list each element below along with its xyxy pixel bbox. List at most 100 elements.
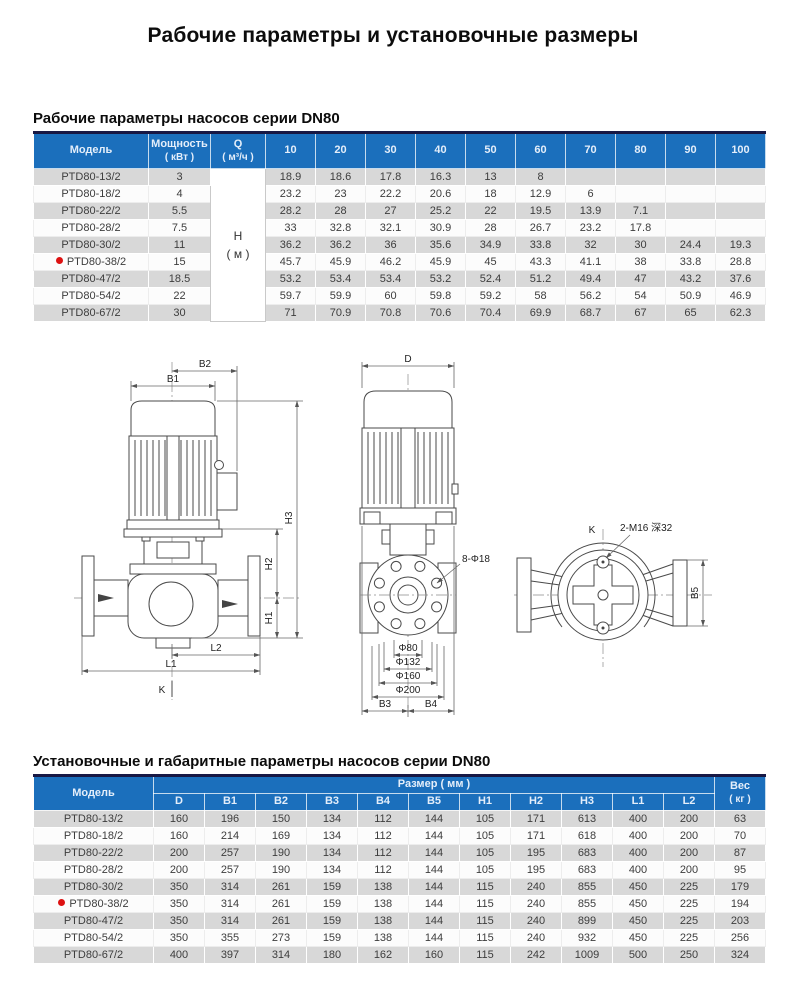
head-value-cell	[715, 202, 766, 220]
mounting-plate	[123, 528, 223, 538]
h3-extensions	[192, 400, 303, 639]
head-value-cell: 69.9	[515, 304, 566, 322]
head-value-cell: 56.2	[565, 287, 616, 305]
table-row: PTD80-67/2 400 397 314 180 162 160 115 242 1009 50…	[33, 945, 766, 964]
size-value-cell: 134	[306, 860, 358, 879]
col-flow-70: 70	[565, 132, 616, 169]
dim-label-b5: B5	[690, 586, 701, 599]
size-value-cell: 261	[255, 911, 307, 930]
head-value-cell: 71	[265, 304, 316, 322]
dim-label-b2: B2	[199, 359, 212, 370]
head-value-cell: 59.2	[465, 287, 516, 305]
bolt-leader-line	[436, 563, 461, 584]
size-value-cell: 350	[153, 928, 205, 947]
head-value-cell: 45.9	[315, 253, 366, 271]
pump-side-view-drawing: D 8-Φ18 Φ80 Φ132	[359, 354, 490, 717]
coupling-guard	[156, 541, 190, 559]
size-value-cell: 200	[663, 860, 715, 879]
size-value-cell: 314	[204, 894, 256, 913]
discharge-pipe-lines	[641, 563, 674, 627]
head-value-cell: 17.8	[365, 168, 416, 186]
dim-label-thread: 2-M16 深32	[620, 522, 673, 534]
col-size-h2: H2	[510, 792, 562, 811]
size-value-cell: 225	[663, 928, 715, 947]
head-value-cell: 68.7	[565, 304, 616, 322]
size-value-cell: 144	[408, 911, 460, 930]
head-value-cell: 28	[315, 202, 366, 220]
size-value-cell: 397	[204, 945, 256, 964]
model-cell: PTD80-28/2	[33, 219, 149, 237]
model-cell: PTD80-18/2	[33, 185, 149, 203]
dim-label-dia160: Φ160	[396, 671, 421, 682]
table-row: PTD80-22/2 5.5 28.2 28 27 25.2 22 19.5 13.9 7.1	[33, 202, 766, 220]
model-label: PTD80-22/2	[63, 846, 124, 859]
col-flow-60: 60	[515, 132, 566, 169]
size-value-cell: 225	[663, 877, 715, 896]
dimension-table-body: PTD80-13/2 160 196 150 134 112 144 105 171 613 400…	[33, 809, 766, 964]
col-weight-title: Вес	[729, 780, 751, 793]
size-value-cell: 242	[510, 945, 562, 964]
size-value-cell: 683	[561, 860, 613, 879]
head-value-cell: 43.2	[665, 270, 716, 288]
head-value-cell: 53.4	[315, 270, 366, 288]
col-q-title: Q	[233, 137, 243, 150]
power-cell: 11	[148, 236, 211, 254]
dim-label-b1: B1	[167, 374, 180, 385]
size-value-cell: 190	[255, 860, 307, 879]
head-value-cell: 18.9	[265, 168, 316, 186]
dim-label-l2: L2	[210, 643, 222, 654]
weight-cell: 256	[714, 928, 766, 947]
model-label: PTD80-18/2	[61, 188, 121, 200]
head-value-cell: 32	[565, 236, 616, 254]
table-row: PTD80-13/2 160 196 150 134 112 144 105 171 613 400…	[33, 809, 766, 828]
size-value-cell: 190	[255, 843, 307, 862]
size-value-cell: 450	[612, 911, 664, 930]
head-value-cell: 17.8	[615, 219, 666, 237]
size-value-cell: 350	[153, 894, 205, 913]
size-value-cell: 200	[663, 843, 715, 862]
head-value-cell: 50.9	[665, 287, 716, 305]
head-value-cell: 53.2	[415, 270, 466, 288]
head-value-cell: 28	[465, 219, 516, 237]
performance-table-body: PTD80-13/2 3 H( м ) 18.9 18.6 17.8 16.3 13 8 PTD8…	[33, 168, 766, 322]
table-row: PTD80-28/2 200 257 190 134 112 144 105 195 683 400…	[33, 860, 766, 879]
model-cell: PTD80-30/2	[33, 236, 149, 254]
motor-fins	[134, 440, 212, 516]
neck-tab-right	[425, 529, 435, 545]
head-value-cell: 22.2	[365, 185, 416, 203]
casing-foot	[155, 637, 191, 649]
head-value-cell: 24.4	[665, 236, 716, 254]
col-size-b1: B1	[204, 792, 256, 811]
motor-shaft-housing	[166, 435, 180, 521]
head-value-cell: 47	[615, 270, 666, 288]
size-value-cell: 400	[612, 860, 664, 879]
size-value-cell: 240	[510, 894, 562, 913]
head-value-cell: 59.8	[415, 287, 466, 305]
head-value-cell: 23	[315, 185, 366, 203]
col-size-h1: H1	[459, 792, 511, 811]
head-value-cell: 67	[615, 304, 666, 322]
dim-label-h3: H3	[284, 511, 295, 524]
head-value-cell	[615, 168, 666, 186]
size-value-cell: 112	[357, 860, 409, 879]
size-value-cell: 195	[510, 843, 562, 862]
size-value-cell: 257	[204, 860, 256, 879]
size-value-cell: 150	[255, 809, 307, 828]
col-flow-q: Q ( м³/ч )	[210, 132, 266, 169]
neck-tab-left	[381, 529, 391, 545]
model-label: PTD80-13/2	[61, 171, 121, 183]
dim-label-dia80: Φ80	[398, 643, 418, 654]
size-value-cell: 138	[357, 894, 409, 913]
model-cell: PTD80-38/2	[33, 894, 154, 913]
head-value-cell: 12.9	[515, 185, 566, 203]
power-cell: 5.5	[148, 202, 211, 220]
head-value-cell: 20.6	[415, 185, 466, 203]
col-size-b5: B5	[408, 792, 460, 811]
head-value-cell: 18.6	[315, 168, 366, 186]
size-value-cell: 159	[306, 894, 358, 913]
col-flow-10: 10	[265, 132, 316, 169]
table-row: PTD80-18/2 4 23.2 23 22.2 20.6 18 12.9 6	[33, 185, 766, 203]
terminal-box	[216, 472, 238, 511]
size-value-cell: 144	[408, 809, 460, 828]
head-value-cell: 49.4	[565, 270, 616, 288]
